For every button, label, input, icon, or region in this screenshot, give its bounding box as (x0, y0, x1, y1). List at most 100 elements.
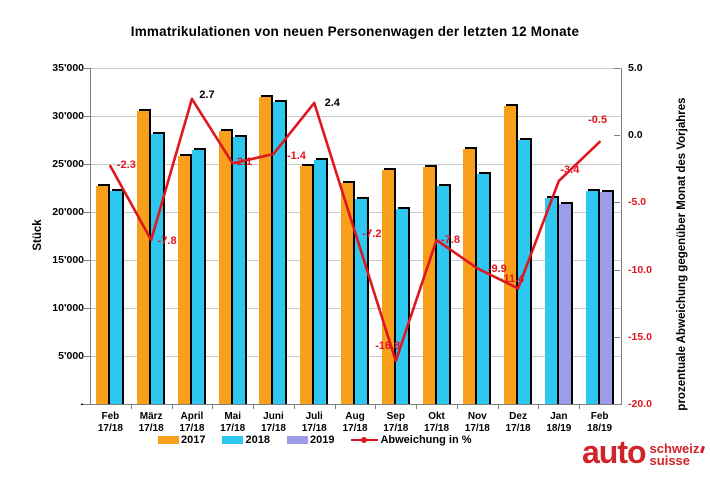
right-axis-tick-label: 5.0 (628, 62, 643, 74)
legend-item-2017: 2017 (158, 434, 205, 446)
x-label-juli: Juli 17/18 (301, 411, 327, 434)
left-axis-tick (84, 68, 90, 69)
page-title: Immatrikulationen von neuen Personenwage… (130, 24, 580, 39)
left-axis-title: Stück (32, 219, 44, 251)
deviation-label: -3.4 (560, 163, 580, 176)
legend: 2017 2018 2019 Abweichung in % (158, 434, 472, 446)
right-axis-tick-label: -10.0 (628, 263, 652, 276)
gridline (91, 164, 621, 165)
legend-swatch-2017 (158, 436, 179, 444)
x-axis-tick (253, 404, 255, 409)
x-label-okt: Okt 17/18 (424, 411, 450, 434)
bar-2018-märz (151, 132, 166, 404)
bar-2017-aug (341, 181, 355, 404)
legend-label-2018: 2018 (245, 434, 270, 446)
legend-swatch-2019 (286, 436, 308, 444)
x-axis-tick (416, 404, 418, 409)
deviation-label: -16.8 (375, 339, 401, 352)
bar-2017-nov (463, 146, 478, 404)
legend-item-abweichung: Abweichung in % (351, 434, 472, 446)
left-axis-tick-label: - (80, 398, 85, 410)
x-axis-tick (375, 404, 377, 409)
bar-2017-mai (218, 129, 233, 404)
x-label-märz: März 17/18 (138, 411, 164, 434)
logo-country-words: schweiz suisse (649, 441, 705, 468)
left-axis-tick-label: 20'000 (52, 206, 84, 218)
gridline (91, 68, 621, 69)
bar-2018-jan (544, 195, 559, 404)
right-axis-tick-label: -5.0 (628, 196, 647, 209)
x-axis-tick (130, 404, 132, 409)
bar-2018-sep (395, 207, 410, 404)
deviation-label: 2.7 (199, 88, 215, 101)
left-axis-tick (84, 260, 90, 261)
logo-suisse: suisse (649, 452, 691, 468)
bar-2017-juni (259, 94, 274, 404)
legend-item-2018: 2018 (222, 434, 270, 446)
legend-label-2019: 2019 (309, 434, 335, 446)
x-axis-tick (212, 404, 214, 409)
legend-swatch-2018 (222, 436, 244, 444)
bar-2019-feb (599, 189, 614, 404)
bar-2018-juni (273, 99, 288, 404)
x-label-jan: Jan 18/19 (546, 411, 572, 434)
x-axis-tick (456, 404, 458, 409)
legend-label-abweichung: Abweichung in % (380, 434, 472, 446)
x-label-dez: Dez 17/18 (505, 411, 531, 434)
bar-2017-märz (137, 109, 152, 404)
right-axis-tick (614, 68, 620, 69)
right-axis-tick (614, 202, 620, 204)
right-axis-tick (614, 269, 620, 271)
bar-2018-feb (585, 188, 600, 404)
left-axis-tick (84, 164, 90, 165)
logo-accent-mark (700, 445, 705, 454)
deviation-label: -7.8 (157, 235, 177, 248)
x-axis-tick (538, 404, 540, 409)
left-axis-tick (84, 404, 90, 405)
x-axis-tick (334, 404, 336, 409)
deviation-label: -1.4 (286, 150, 306, 163)
bar-2017-april (177, 154, 192, 404)
left-axis-tick-label: 5'000 (58, 350, 84, 362)
deviation-label: -2.1 (233, 156, 253, 169)
x-axis-tick (579, 404, 581, 409)
left-axis-tick-label: 35'000 (52, 62, 84, 74)
left-axis-tick-label: 10'000 (52, 302, 84, 314)
bar-2018-dez (518, 138, 533, 404)
deviation-label: -11.4 (499, 273, 525, 286)
bar-2019-jan (558, 202, 573, 404)
gridline (91, 116, 621, 117)
x-label-nov: Nov 17/18 (464, 411, 490, 434)
bar-2017-okt (422, 164, 437, 404)
right-axis-tick-label: 0.0 (628, 129, 643, 142)
legend-line-icon (351, 436, 379, 445)
bar-2018-juli (314, 158, 329, 404)
left-axis-tick (84, 212, 90, 213)
bar-2017-dez (504, 104, 519, 404)
legend-label-2017: 2017 (181, 434, 206, 446)
x-label-sep: Sep 17/18 (383, 411, 409, 434)
bar-2018-okt (436, 184, 451, 404)
x-label-feb: Feb 17/18 (97, 411, 123, 434)
left-axis-tick (84, 308, 90, 309)
x-label-april: April 17/18 (179, 411, 205, 434)
x-label-juni: Juni 17/18 (260, 411, 286, 434)
right-axis-tick-label: -20.0 (628, 398, 652, 410)
right-axis-tick (614, 336, 620, 338)
bar-2018-mai (232, 135, 247, 404)
bar-2018-feb (110, 188, 125, 404)
right-axis-tick-label: -15.0 (628, 330, 652, 343)
logo-schweiz: schweiz (649, 441, 700, 456)
logo-word: auto (582, 434, 647, 470)
bar-2018-april (191, 147, 206, 404)
x-axis-tick (171, 404, 173, 409)
deviation-label: -7.2 (362, 227, 382, 240)
bar-2017-feb (96, 184, 111, 404)
right-axis-title: prozentuale Abweichung gegenüber Monat d… (676, 97, 688, 411)
legend-item-2019: 2019 (286, 434, 335, 446)
deviation-label: -9.9 (487, 263, 507, 276)
bar-2017-sep (381, 167, 396, 404)
left-axis-tick-label: 30'000 (52, 110, 84, 122)
x-label-mai: Mai 17/18 (220, 411, 246, 434)
left-axis-tick (84, 356, 90, 357)
